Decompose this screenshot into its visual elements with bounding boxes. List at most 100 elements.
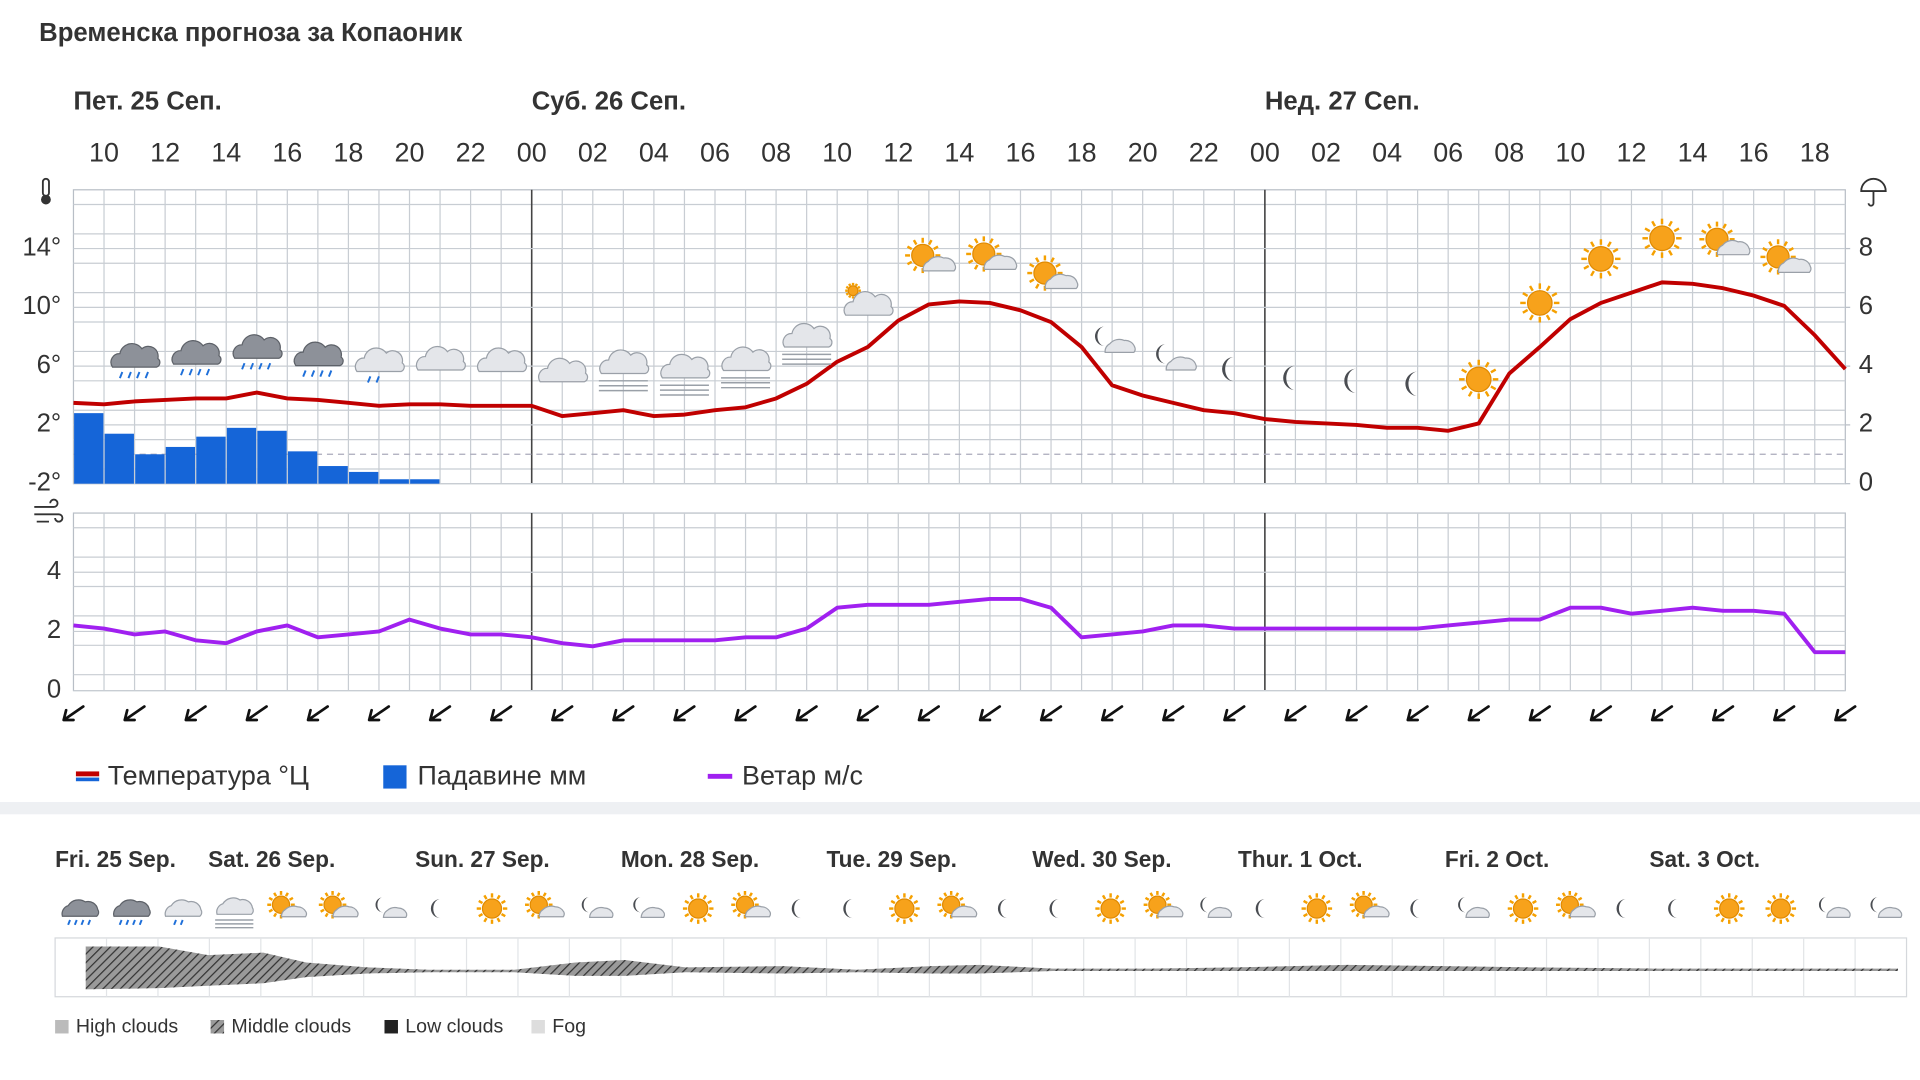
- cloud-legend-swatch: [210, 1020, 225, 1034]
- sun-ray: [989, 238, 994, 244]
- weather-icon: [354, 347, 405, 383]
- bar: [165, 446, 196, 484]
- sun-ray: [890, 913, 896, 918]
- sun-ray: [496, 917, 501, 923]
- weather-icon: [110, 342, 161, 379]
- sun-ray: [1302, 899, 1308, 905]
- sun-ray: [1701, 244, 1707, 250]
- weather-icon: [889, 893, 920, 924]
- cloud: [164, 899, 203, 917]
- sun-ray: [845, 292, 849, 296]
- x-tick-label: 06: [1433, 137, 1463, 167]
- weather-icon: [966, 236, 1018, 272]
- x-tick-label: 10: [89, 137, 119, 167]
- rain-cloud: [61, 899, 100, 917]
- sun-ray: [1490, 368, 1497, 374]
- sun-ray: [1789, 913, 1795, 918]
- moon: [633, 897, 641, 913]
- sun-ray: [1321, 894, 1326, 900]
- wind-arrow: [62, 705, 85, 722]
- sun-ray: [1325, 899, 1331, 905]
- sun-ray: [1551, 292, 1558, 297]
- sun-ray: [1514, 917, 1519, 923]
- meteogram-day: Fri. 25 Sep.: [55, 846, 176, 872]
- sun-ray: [752, 896, 758, 901]
- sun-ray: [967, 244, 974, 249]
- sun-ray: [1612, 264, 1619, 270]
- cloud: [1044, 273, 1079, 290]
- x-tick-label: 12: [150, 137, 180, 167]
- x-tick-label: 18: [333, 137, 363, 167]
- sun-ray: [938, 908, 944, 913]
- cloud: [1363, 905, 1390, 918]
- weather-icon: [1458, 897, 1490, 918]
- line: [73, 280, 1847, 433]
- cloud-legend-label: Middle clouds: [231, 1016, 351, 1038]
- rain-drop: [367, 376, 372, 383]
- weather-icon: [1095, 893, 1126, 924]
- bar: [196, 436, 226, 484]
- weather-icon: [905, 237, 957, 274]
- wind-arrow: [551, 705, 574, 722]
- sun-ray: [478, 913, 484, 918]
- x-tick-label: 16: [272, 137, 302, 167]
- sun-ray: [1461, 368, 1468, 374]
- rain-drop: [302, 370, 307, 378]
- weather-icon: [843, 282, 894, 316]
- wind-arrow: [1650, 705, 1674, 722]
- moon: [1818, 897, 1827, 913]
- wind-arrow: [123, 705, 146, 722]
- sun-ray: [732, 896, 738, 901]
- x-tick-label: 10: [822, 137, 852, 167]
- sun-ray: [1527, 917, 1532, 923]
- rain-drop: [249, 362, 254, 370]
- sun-ray: [1720, 917, 1725, 923]
- sun-ray: [1144, 908, 1150, 913]
- weather-icon: [476, 893, 508, 924]
- wind-arrow: [1773, 705, 1796, 722]
- wind-arrow: [367, 705, 391, 722]
- sun-ray: [1355, 892, 1360, 897]
- sun-ray: [1733, 894, 1738, 900]
- sun-ray: [1707, 223, 1712, 229]
- sun-ray: [1302, 913, 1308, 918]
- wind-arrow: [1345, 705, 1368, 722]
- wind-icon: [34, 498, 64, 523]
- sun-ray: [689, 894, 694, 900]
- sun-ray: [973, 264, 979, 270]
- sun-ray: [684, 899, 690, 905]
- x-tick-label: 06: [700, 137, 730, 167]
- sun-ray: [1161, 892, 1166, 897]
- sun-ray: [1772, 917, 1777, 923]
- sun-ray: [1785, 894, 1790, 900]
- sun-ray: [1096, 899, 1102, 905]
- sun-ray: [1644, 227, 1651, 233]
- rain-cloud: [110, 342, 161, 368]
- sun-ray: [1144, 896, 1150, 901]
- weather-icon: [1301, 893, 1333, 924]
- x-tick-label: 00: [517, 137, 547, 167]
- x-tick-label: 16: [1006, 137, 1036, 167]
- weather-icon: [61, 899, 100, 926]
- sun-ray: [906, 245, 913, 251]
- bar: [410, 479, 440, 484]
- x-tick-label: 14: [1678, 137, 1708, 167]
- day-label: Нед. 27 Сеп.: [1265, 88, 1420, 116]
- thermometer-bulb: [41, 194, 51, 205]
- moon: [997, 899, 1008, 919]
- sun-ray: [1738, 899, 1744, 905]
- rain-drop: [132, 919, 136, 926]
- sun-ray: [895, 917, 900, 923]
- cloud-legend-swatch: [384, 1020, 398, 1034]
- sun-ray: [845, 285, 849, 289]
- wind-arrow: [1162, 705, 1185, 722]
- x-tick-label: 18: [1800, 137, 1830, 167]
- sun-ray: [273, 912, 278, 918]
- sun-ray: [1115, 917, 1120, 923]
- sun-ray: [1762, 262, 1768, 267]
- sun-ray: [340, 896, 346, 901]
- sun-ray: [478, 899, 484, 905]
- weather-icon: [997, 899, 1008, 919]
- sun-ray: [530, 892, 535, 897]
